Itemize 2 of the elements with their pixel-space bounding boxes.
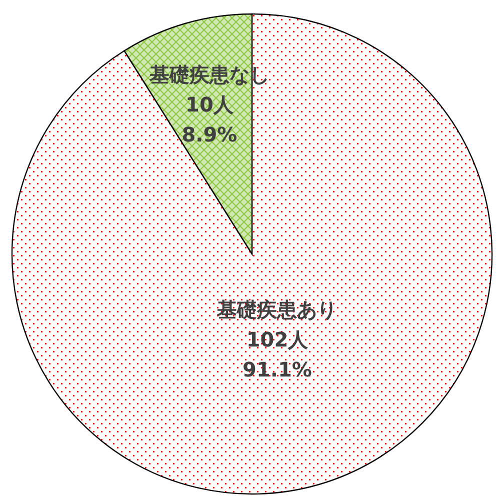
data-label: 102人 91.1% [242,328,312,382]
slice-label: 基礎疾患あり [216,298,338,322]
